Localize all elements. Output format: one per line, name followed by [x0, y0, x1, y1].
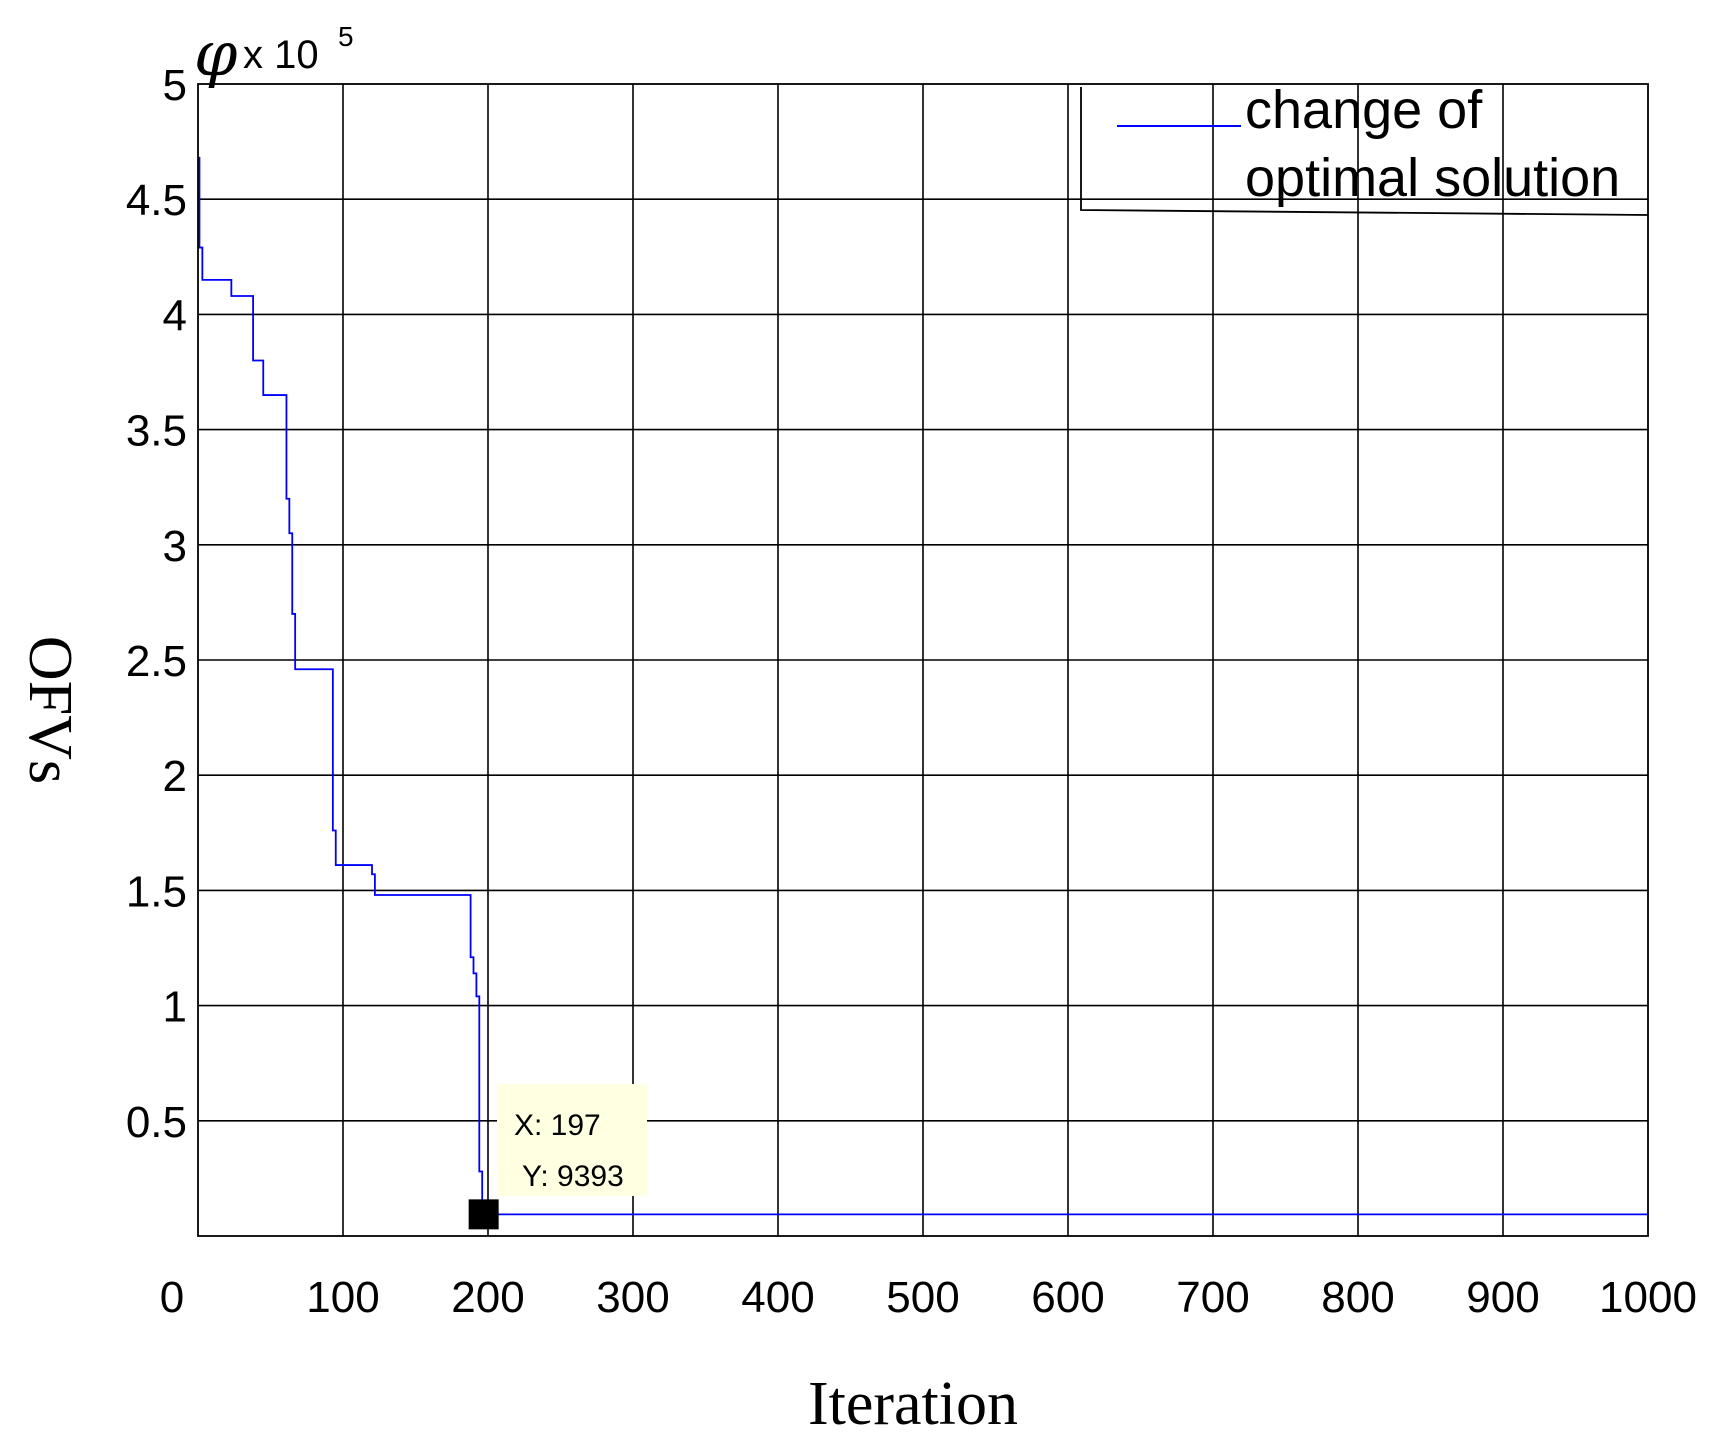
datatip-box — [497, 1084, 647, 1196]
y-tick-label: 4.5 — [126, 176, 187, 225]
y-axis-title: OFVs — [16, 636, 84, 784]
legend-label-line-1: change of — [1245, 80, 1483, 140]
y-axis-symbol: φ — [194, 17, 238, 90]
y-scale-prefix: x 10 — [243, 33, 319, 77]
x-tick-label: 800 — [1321, 1273, 1394, 1322]
y-tick-label: 4 — [163, 291, 187, 340]
x-tick-label: 500 — [886, 1273, 959, 1322]
x-tick-label: 100 — [306, 1273, 379, 1322]
y-tick-label: 3 — [163, 522, 187, 571]
x-tick-label: 300 — [596, 1273, 669, 1322]
axes — [197, 83, 1649, 1237]
y-tick-label: 2 — [163, 752, 187, 801]
tick-labels: 0 100 200 300 400 500 600 700 800 900 1000 0.5 1 1.5 2… — [126, 61, 1697, 1322]
datatip-x-text: X: 197 — [514, 1109, 601, 1142]
y-tick-label: 5 — [163, 61, 187, 110]
y-scale-label: φ x 10 5 — [194, 17, 354, 90]
x-tick-label: 1000 — [1599, 1273, 1697, 1322]
datatip-y-text: Y: 9393 — [522, 1160, 624, 1193]
x-axis-title: Iteration — [808, 1370, 1018, 1438]
y-tick-label: 1 — [163, 983, 187, 1032]
datatip-marker — [468, 1199, 499, 1230]
series-line — [198, 156, 1648, 1216]
x-tick-label: 900 — [1466, 1273, 1539, 1322]
x-tick-label: 200 — [451, 1273, 524, 1322]
legend: change of optimal solution — [1080, 80, 1649, 216]
y-tick-label: 0.5 — [126, 1098, 187, 1147]
legend-label-line-2: optimal solution — [1245, 148, 1620, 208]
x-tick-label: 600 — [1031, 1273, 1104, 1322]
x-tick-label: 700 — [1176, 1273, 1249, 1322]
x-tick-label: 0 — [160, 1273, 184, 1322]
legend-box-border — [1080, 87, 1649, 216]
y-scale-exponent: 5 — [338, 21, 354, 52]
y-tick-label: 3.5 — [126, 407, 187, 456]
grid — [198, 84, 1648, 1236]
datatip: X: 197 Y: 9393 — [468, 1084, 647, 1230]
y-tick-label: 2.5 — [126, 637, 187, 686]
y-tick-label: 1.5 — [126, 867, 187, 916]
series-layer — [198, 156, 1648, 1216]
x-tick-label: 400 — [741, 1273, 814, 1322]
plot-area-frame — [197, 83, 1649, 1237]
